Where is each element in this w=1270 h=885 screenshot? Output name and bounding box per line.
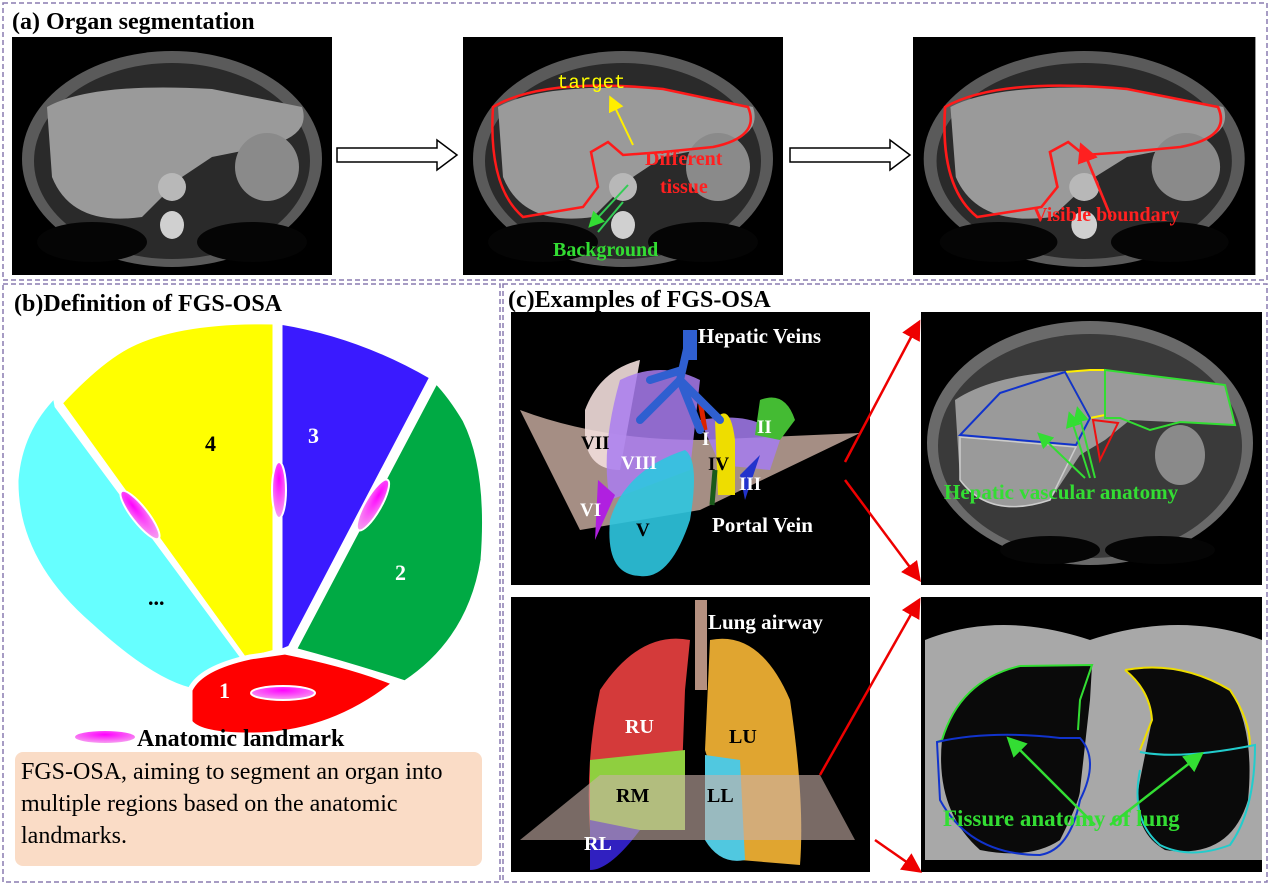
segment-II: II [757, 417, 772, 438]
lung-ct-segmented [921, 597, 1262, 872]
label-fissure-anatomy: Fissure anatomy of lung [943, 806, 1180, 831]
label-different: Different [645, 148, 723, 170]
panel-b-frame [2, 283, 501, 883]
ct-scan-input [12, 37, 332, 275]
definition-text: FGS-OSA, aiming to segment an organ into… [15, 752, 482, 866]
segment-IV: IV [708, 454, 729, 475]
organ-region-diagram [13, 319, 488, 738]
panel-a-frame [2, 2, 1268, 281]
lobe-LL: LL [707, 785, 734, 807]
arrow-right-icon [789, 139, 911, 171]
region-label-more: ... [148, 585, 165, 610]
segment-VIII: VIII [621, 453, 657, 474]
lobe-RL: RL [584, 833, 612, 855]
ct-scan-boundary [913, 37, 1256, 275]
region-label-3: 3 [308, 423, 319, 448]
landmark-icon [271, 461, 287, 519]
label-background: Background [553, 239, 658, 261]
lung-3d-model [511, 597, 870, 872]
region-3 [277, 319, 436, 656]
zoom-connector-arrows [818, 319, 923, 873]
lobe-RU: RU [625, 716, 654, 738]
region-label-2: 2 [395, 560, 406, 585]
panel-a-title: (a) Organ segmentation [12, 9, 255, 35]
label-target: target [557, 72, 625, 94]
region-label-4: 4 [205, 431, 216, 456]
segment-VII: VII [581, 433, 610, 454]
lobe-LU: LU [729, 726, 757, 748]
label-portal-vein: Portal Vein [712, 513, 813, 537]
segment-I: I [702, 429, 709, 450]
panel-b-title: (b)Definition of FGS-OSA [14, 291, 283, 317]
liver-ct-segmented [921, 312, 1262, 585]
landmark-icon [355, 478, 391, 532]
landmark-icon [250, 685, 316, 701]
segment-V: V [636, 520, 650, 541]
label-lung-airway: Lung airway [708, 610, 823, 634]
label-visible-boundary: Visible boundary [1033, 204, 1180, 226]
panel-c-frame [502, 283, 1268, 883]
liver-3d-model [511, 312, 870, 585]
arrow-right-icon [336, 139, 458, 171]
region-4 [56, 319, 278, 663]
landmark-legend-icon [75, 731, 135, 743]
segment-III: III [739, 474, 761, 495]
label-tissue: tissue [660, 176, 708, 198]
label-hepatic-veins: Hepatic Veins [698, 324, 821, 348]
segment-VI: VI [580, 500, 601, 521]
legend-anatomic-landmark: Anatomic landmark [137, 726, 345, 752]
panel-c-title: (c)Examples of FGS-OSA [508, 287, 771, 313]
region-cyan [13, 389, 249, 693]
landmark-icon [119, 489, 161, 541]
region-label-1: 1 [219, 678, 230, 703]
label-hepatic-vascular-anatomy: Hepatic vascular anatomy [944, 480, 1179, 504]
lobe-RM: RM [616, 785, 649, 807]
ct-scan-annotated [463, 37, 783, 275]
